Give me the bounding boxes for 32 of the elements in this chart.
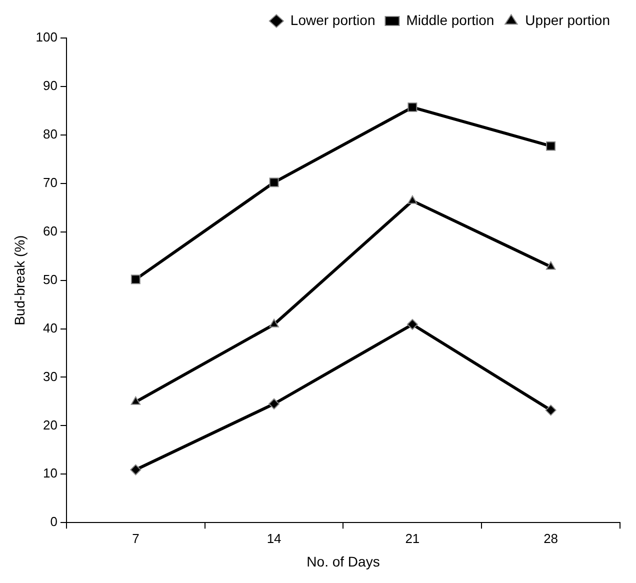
legend-label: Middle portion: [406, 12, 494, 28]
y-tick-label: 90: [43, 78, 58, 94]
x-tick-label: 28: [544, 530, 558, 546]
point: [408, 195, 418, 204]
point: [545, 404, 556, 416]
y-tick-label: 100: [36, 30, 58, 45]
point: [130, 464, 142, 476]
x-axis-title: No. of Days: [306, 553, 380, 570]
point: [408, 102, 418, 112]
point: [130, 274, 140, 284]
x-tick-label: 14: [266, 530, 282, 546]
y-tick-label: 20: [43, 417, 58, 432]
point: [406, 318, 418, 330]
y-tick-label: 60: [43, 223, 58, 238]
y-tick-label: 80: [43, 126, 58, 142]
x-tick-label: 7: [132, 530, 140, 546]
y-tick-label: 0: [50, 514, 58, 530]
point: [268, 398, 280, 410]
x-tick-label: 21: [405, 530, 420, 546]
y-tick-label: 40: [43, 320, 58, 336]
legend-label: Lower portion: [290, 12, 376, 28]
point: [546, 141, 556, 151]
y-tick-label: 50: [43, 272, 58, 287]
point: [269, 318, 279, 328]
point: [130, 396, 141, 405]
y-tick-label: 30: [43, 368, 58, 384]
y-tick-label: 70: [43, 174, 58, 190]
point: [269, 178, 279, 188]
y-tick-label: 10: [43, 466, 58, 481]
y-axis-title: Bud-break (%): [11, 235, 28, 326]
legend-label: Upper portion: [525, 12, 610, 28]
point: [546, 261, 556, 270]
